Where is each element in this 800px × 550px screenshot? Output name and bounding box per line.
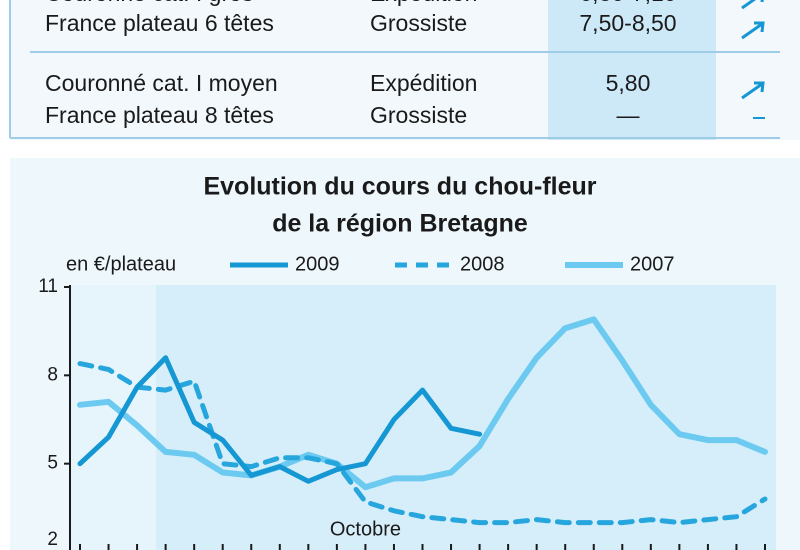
- market: Grossiste: [370, 10, 467, 36]
- y-axis-label: en €/plateau: [66, 253, 176, 275]
- trend-up: [741, 21, 765, 40]
- market: Expédition: [370, 0, 477, 6]
- price: 7,50-8,50: [579, 10, 676, 36]
- legend-label: 2009: [295, 253, 340, 275]
- line-2008: [77, 361, 768, 526]
- price: 5,80: [606, 70, 651, 96]
- price-column: [548, 0, 716, 140]
- product: France plateau 8 têtes: [45, 102, 274, 128]
- market: Grossiste: [370, 102, 467, 128]
- product: France plateau 6 têtes: [45, 10, 274, 36]
- legend-label: 2008: [460, 253, 505, 275]
- market: Expédition: [370, 70, 477, 96]
- line-2009: [77, 355, 483, 484]
- chart-title: Evolution du cours du chou-fleur: [203, 173, 596, 201]
- price: 6,80-7,10: [579, 0, 676, 6]
- plot-area: [70, 285, 776, 550]
- trend-up: [741, 0, 764, 10]
- line-2007: [77, 316, 768, 491]
- y-tick-label: 2: [47, 529, 58, 550]
- x-tick-label: Octobre: [330, 518, 401, 540]
- product: Couronné cat. I gros: [45, 0, 253, 6]
- y-tick-label: 8: [47, 364, 58, 385]
- price: —: [617, 102, 640, 128]
- y-tick-label: 5: [47, 453, 58, 474]
- y-tick-label: 11: [38, 276, 58, 297]
- legend-label: 2007: [630, 253, 675, 275]
- trend-up: [741, 81, 765, 100]
- plot-band: [70, 285, 156, 550]
- product: Couronné cat. I moyen: [45, 70, 278, 96]
- chart-title: de la région Bretagne: [272, 210, 528, 238]
